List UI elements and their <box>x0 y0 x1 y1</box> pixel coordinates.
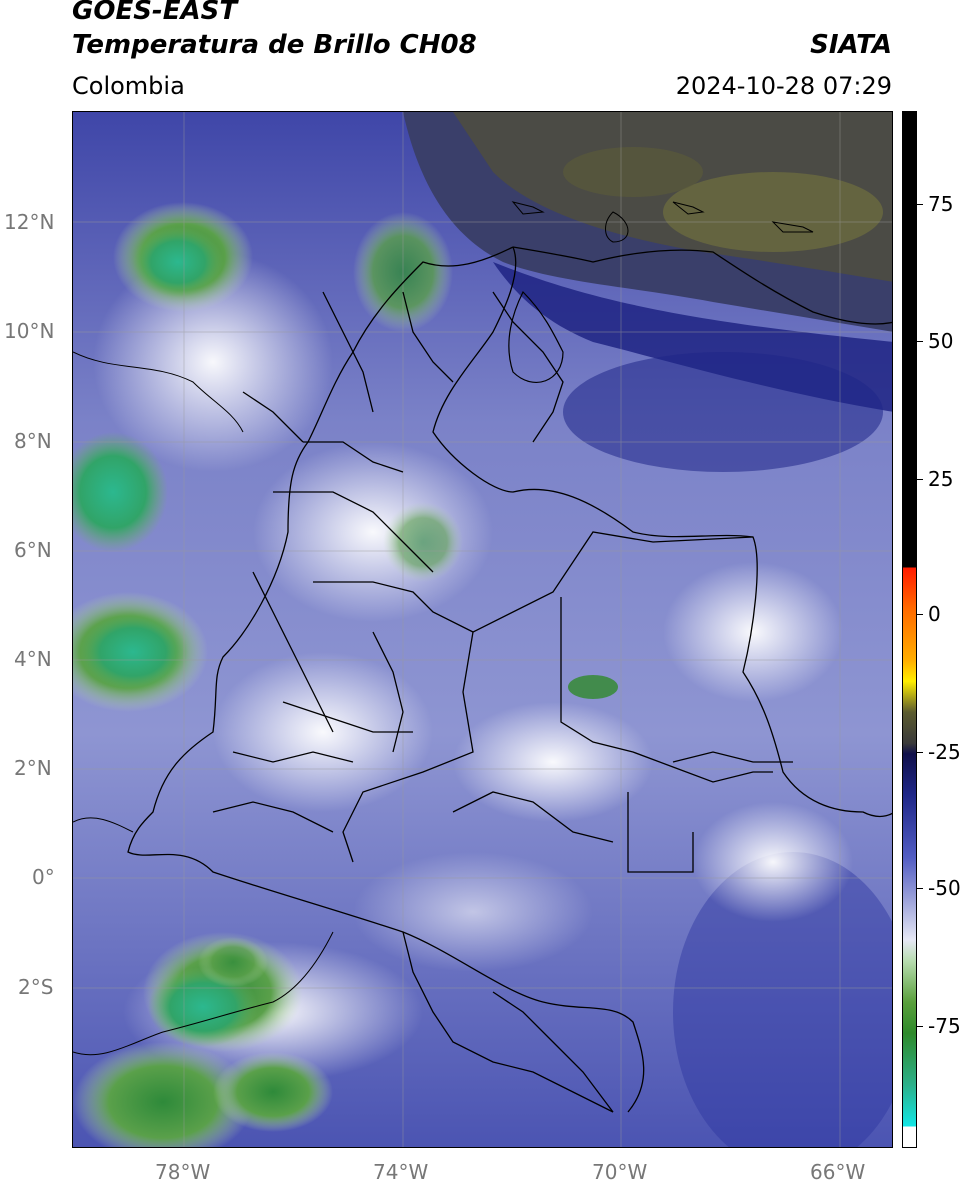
colorbar-label: -25 <box>928 740 961 764</box>
title-product: Temperatura de Brillo CH08 <box>72 30 477 60</box>
lat-label: 8°N <box>14 429 52 453</box>
colorbar-tick <box>917 479 923 480</box>
colorbar-label: 50 <box>928 329 954 353</box>
map-frame <box>72 111 893 1148</box>
colorbar-label: -50 <box>928 876 961 900</box>
satellite-map <box>73 112 892 1147</box>
title-datetime: 2024-10-28 07:29 <box>675 72 892 100</box>
colorbar-label: 75 <box>928 192 954 216</box>
lat-label: 4°N <box>14 647 52 671</box>
colorbar-label: 25 <box>928 467 954 491</box>
title-agency: SIATA <box>810 30 892 60</box>
lat-label: 10°N <box>4 319 55 343</box>
colorbar-tick <box>917 614 923 615</box>
lon-label: 74°W <box>373 1160 429 1184</box>
colorbar-tick <box>917 752 923 753</box>
lon-label: 78°W <box>155 1160 211 1184</box>
title-satellite: GOES-EAST <box>72 0 238 26</box>
lat-label: 2°S <box>18 975 54 999</box>
colorbar-label: -75 <box>928 1014 961 1038</box>
lat-label: 0° <box>32 865 55 889</box>
lat-label: 6°N <box>14 538 52 562</box>
lat-label: 12°N <box>4 210 55 234</box>
colorbar-tick <box>917 341 923 342</box>
colorbar-label: 0 <box>928 602 941 626</box>
colorbar-tick <box>917 888 923 889</box>
colorbar <box>902 111 917 1148</box>
title-region: Colombia <box>72 72 185 100</box>
lon-label: 70°W <box>592 1160 648 1184</box>
colorbar-tick <box>917 204 923 205</box>
colorbar-tick <box>917 1026 923 1027</box>
lon-label: 66°W <box>810 1160 866 1184</box>
lat-label: 2°N <box>14 756 52 780</box>
